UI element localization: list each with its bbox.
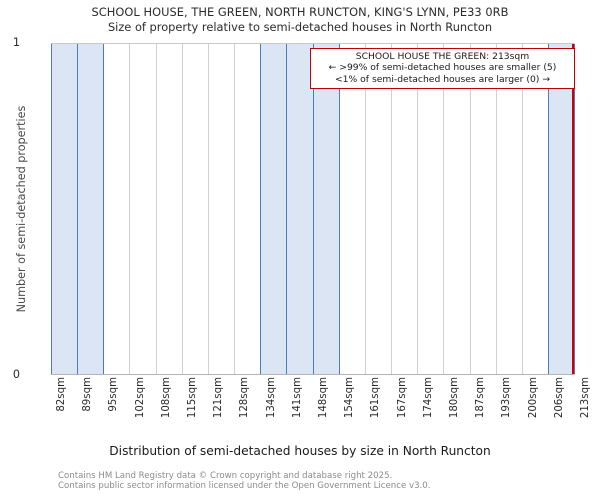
histogram-bin [260, 44, 288, 374]
x-axis-tick-label: 115sqm [187, 377, 199, 419]
histogram-bar [286, 44, 314, 374]
histogram-bin [340, 44, 366, 374]
x-axis-tick-label: 187sqm [475, 377, 487, 419]
histogram-bin [209, 44, 236, 374]
histogram-bar [547, 44, 576, 374]
x-axis-tick-label: 193sqm [501, 377, 513, 419]
x-axis-tick-slot: 167sqm [392, 377, 418, 439]
x-axis-tick-slot: 193sqm [496, 377, 522, 439]
x-axis-tick-slot: 121sqm [208, 377, 234, 439]
chart-title: SCHOOL HOUSE, THE GREEN, NORTH RUNCTON, … [91, 5, 509, 19]
annotation-line-larger: <1% of semi-detached houses are larger (… [334, 73, 551, 85]
x-axis-tick-label: 141sqm [291, 377, 303, 419]
x-axis-tick-slot: 95sqm [103, 377, 129, 439]
x-axis-tick-slot: 206sqm [549, 377, 575, 439]
x-axis-tick-label: 121sqm [213, 377, 225, 419]
x-axis-tick-slot: 154sqm [339, 377, 365, 439]
x-axis-tick-label: 102sqm [134, 377, 146, 419]
x-axis-tick-label: 200sqm [527, 377, 539, 419]
histogram-bin [77, 44, 105, 374]
x-axis-tick-label: 213sqm [580, 377, 591, 419]
x-axis-tick-slot: 102sqm [130, 377, 156, 439]
x-axis-tick-slot: 148sqm [313, 377, 339, 439]
x-axis-tick-label: 89sqm [82, 377, 94, 412]
histogram-bin [471, 44, 497, 374]
x-axis-tick-slot: 108sqm [156, 377, 182, 439]
x-axis-tick-slot: 134sqm [261, 377, 287, 439]
x-axis-tick-label: 174sqm [422, 377, 434, 419]
x-axis-tick-label: 82sqm [56, 377, 67, 412]
x-axis-tick-slot: 128sqm [234, 377, 260, 439]
y-axis-tick-1: 1 [12, 36, 20, 49]
histogram-bin [51, 44, 79, 374]
x-axis-tick-slot: 161sqm [365, 377, 391, 439]
annotation-box: SCHOOL HOUSE THE GREEN: 213sqm ← >99% of… [310, 48, 575, 90]
footer-line-1: Contains HM Land Registry data © Crown c… [58, 471, 393, 481]
x-axis-label: Distribution of semi-detached houses by … [109, 444, 491, 458]
histogram-bin [104, 44, 131, 374]
x-axis-tick-slot: 174sqm [418, 377, 444, 439]
x-axis-tick-label: 128sqm [239, 377, 251, 419]
x-axis-tick-label: 206sqm [553, 377, 565, 419]
histogram-bar [260, 44, 288, 374]
histogram-bin [130, 44, 157, 374]
property-size-marker-line [572, 44, 574, 374]
histogram-bin [235, 44, 262, 374]
x-axis-tick-slot: 180sqm [444, 377, 470, 439]
chart-subtitle: Size of property relative to semi-detach… [107, 20, 493, 34]
x-axis-tick-slot: 141sqm [287, 377, 313, 439]
histogram-bin [418, 44, 445, 374]
x-axis-tick-label: 167sqm [396, 377, 408, 419]
x-axis-tick-slot: 89sqm [77, 377, 103, 439]
x-axis-tick-labels: 82sqm 89sqm 95sqm 102sqm 108sqm 115sqm 121sqm 1… [51, 377, 575, 439]
histogram-bars [51, 44, 576, 374]
x-axis-tick-slot: 187sqm [470, 377, 496, 439]
histogram-bar [77, 44, 105, 374]
histogram-bin [157, 44, 183, 374]
x-axis-tick-label: 134sqm [265, 377, 277, 419]
x-axis-tick-label: 154sqm [344, 377, 356, 419]
x-axis-tick-label: 180sqm [449, 377, 461, 419]
annotation-line-smaller: ← >99% of semi-detached houses are small… [328, 62, 557, 74]
x-axis-tick-label: 95sqm [108, 377, 120, 412]
histogram-bin [547, 44, 576, 374]
histogram-bin [497, 44, 523, 374]
x-axis-tick-label: 108sqm [160, 377, 172, 419]
x-axis-tick-label: 148sqm [318, 377, 330, 419]
histogram-bin [444, 44, 471, 374]
x-axis-tick-slot: 115sqm [182, 377, 208, 439]
histogram-bar [312, 44, 340, 374]
histogram-bin [392, 44, 419, 374]
histogram-bin [183, 44, 209, 374]
x-axis-tick-slot: 200sqm [523, 377, 549, 439]
x-axis-tick-slot: 82sqm [51, 377, 77, 439]
plot-area [51, 43, 576, 375]
histogram-bin [523, 44, 549, 374]
histogram-bin [366, 44, 393, 374]
footer-line-2: Contains public sector information licen… [58, 481, 431, 492]
footer-attribution: Contains HM Land Registry data © Crown c… [58, 471, 598, 492]
x-axis-tick-label: 161sqm [370, 377, 382, 419]
y-axis-tick-0: 0 [12, 368, 20, 381]
y-axis-label: Number of semi-detached properties [15, 105, 28, 313]
histogram-bin [312, 44, 340, 374]
annotation-line-property: SCHOOL HOUSE THE GREEN: 213sqm [355, 51, 530, 62]
histogram-bin [286, 44, 314, 374]
histogram-bar [51, 44, 79, 374]
